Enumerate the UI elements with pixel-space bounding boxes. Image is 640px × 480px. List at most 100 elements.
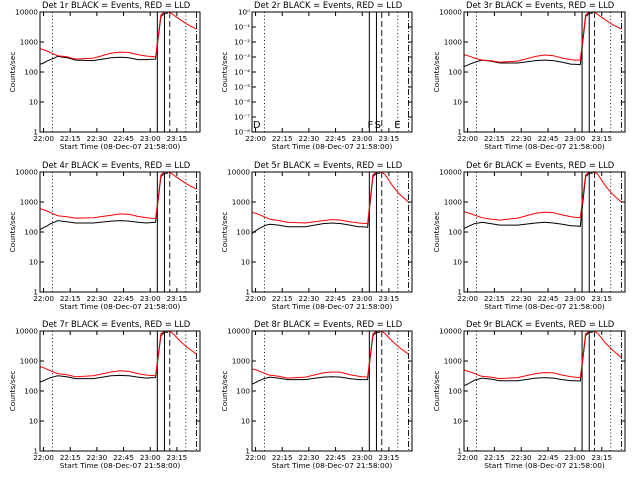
x-tick-label: 22:45 (325, 134, 346, 143)
x-axis-label: Start Time (08-Dec-07 21:58:00) (484, 302, 605, 311)
events-series-line (39, 172, 169, 231)
y-tick-label: 1000 (444, 38, 463, 47)
y-tick-label: 10⁻⁶ (234, 98, 250, 107)
y-tick-label: 100 (236, 387, 250, 396)
y-tick-label: 10000 (227, 168, 250, 177)
y-tick-label: 10⁻⁷ (234, 113, 250, 122)
y-tick-label: 1000 (232, 357, 251, 366)
chart-panel-7: Det 7r BLACK = Events, RED = LLD 1 10 100 10… (8, 319, 201, 470)
x-tick-label: 22:45 (538, 134, 559, 143)
x-tick-label: 22:15 (60, 294, 81, 303)
x-tick-label: 22:30 (299, 294, 320, 303)
x-tick-label: 22:00 (33, 294, 54, 303)
chart-panel-9: Det 9r BLACK = Events, RED = LLD 1 10 100 10… (432, 319, 626, 470)
y-tick-label: 10 (453, 98, 463, 107)
y-tick-label: 10 (29, 258, 39, 267)
x-axis-label: Start Time (08-Dec-07 21:58:00) (60, 302, 181, 311)
x-tick-label: 22:30 (511, 134, 532, 143)
y-tick-label: 1 (457, 128, 462, 137)
y-axis-label: Counts/sec (8, 52, 17, 93)
x-tick-label: 22:15 (272, 294, 293, 303)
plot-frame (251, 330, 413, 452)
x-axis-label: Start Time (08-Dec-07 21:58:00) (484, 461, 605, 470)
chart-title: Det 8r BLACK = Events, RED = LLD (254, 319, 402, 329)
y-tick-label: 10 (241, 417, 251, 426)
x-tick-label: 22:00 (33, 453, 54, 462)
y-axis-label: Counts/sec (432, 52, 441, 93)
x-tick-label: 22:15 (484, 134, 505, 143)
x-tick-label: 22:45 (538, 453, 559, 462)
marker-label-4: E (394, 120, 400, 131)
y-tick-label: 10⁻¹ (234, 23, 250, 32)
y-tick-label: 1 (245, 288, 250, 297)
marker-label-1: D (253, 120, 261, 131)
lld-series-line (39, 11, 197, 60)
y-tick-label: 10⁻³ (234, 53, 250, 62)
x-axis-label: Start Time (08-Dec-07 21:58:00) (272, 142, 393, 151)
y-tick-label: 10 (453, 258, 463, 267)
plot-frame (39, 171, 201, 293)
chart-panel-4: Det 4r BLACK = Events, RED = LLD 1 10 100 10… (8, 160, 201, 311)
y-tick-label: 10000 (15, 168, 38, 177)
y-tick-label: 100 (448, 68, 462, 77)
x-tick-label: 22:30 (87, 453, 108, 462)
y-tick-label: 10⁻⁵ (234, 83, 250, 92)
x-tick-label: 22:15 (272, 134, 293, 143)
x-tick-label: 23:00 (352, 453, 373, 462)
events-series-line (39, 12, 169, 65)
x-axis-label: Start Time (08-Dec-07 21:58:00) (60, 461, 181, 470)
lld-series-line (463, 330, 622, 380)
y-tick-label: 100 (24, 228, 38, 237)
y-tick-label: 1 (33, 128, 38, 137)
x-tick-label: 22:00 (245, 134, 266, 143)
lld-series-line (39, 330, 197, 378)
y-tick-label: 1 (245, 447, 250, 456)
lld-series-line (463, 11, 622, 63)
x-tick-label: 22:45 (113, 134, 134, 143)
lld-series-line (463, 171, 622, 221)
chart-panel-8: Det 8r BLACK = Events, RED = LLD 1 10 100 10… (220, 319, 413, 470)
y-tick-label: 10000 (15, 8, 38, 17)
x-tick-label: 22:00 (457, 453, 478, 462)
plot-frame (463, 330, 626, 452)
chart-title: Det 2r BLACK = Events, RED = LLD (254, 0, 402, 10)
x-tick-label: 23:15 (167, 134, 188, 143)
chart-title: Det 9r BLACK = Events, RED = LLD (466, 319, 614, 329)
events-series-line (39, 331, 169, 383)
x-tick-label: 22:15 (484, 294, 505, 303)
y-tick-label: 10000 (439, 168, 462, 177)
chart-panel-3: Det 3r BLACK = Events, RED = LLD 1 10 100 10… (432, 0, 626, 151)
x-tick-label: 22:00 (33, 134, 54, 143)
y-tick-label: 1000 (444, 357, 463, 366)
x-tick-label: 23:00 (352, 294, 373, 303)
plot-frame (251, 11, 413, 133)
y-tick-label: 10⁻⁴ (234, 68, 250, 77)
x-tick-label: 22:15 (484, 453, 505, 462)
y-tick-label: 10 (241, 258, 251, 267)
x-tick-label: 23:15 (379, 134, 400, 143)
x-tick-label: 23:00 (352, 134, 373, 143)
chart-title: Det 4r BLACK = Events, RED = LLD (42, 160, 190, 170)
x-tick-label: 23:15 (591, 134, 612, 143)
x-tick-label: 23:15 (591, 453, 612, 462)
y-tick-label: 10⁰ (238, 8, 250, 17)
x-axis-label: Start Time (08-Dec-07 21:58:00) (272, 461, 393, 470)
x-tick-label: 22:45 (113, 294, 134, 303)
x-tick-label: 23:00 (565, 294, 586, 303)
lld-series-line (39, 171, 197, 220)
y-axis-label: Counts/sec (432, 371, 441, 412)
x-tick-label: 22:30 (299, 453, 320, 462)
chart-title: Det 6r BLACK = Events, RED = LLD (466, 160, 614, 170)
x-tick-label: 22:15 (60, 453, 81, 462)
y-tick-label: 1 (457, 288, 462, 297)
x-tick-label: 23:00 (140, 294, 161, 303)
y-tick-label: 10⁻² (234, 38, 250, 47)
y-tick-label: 1000 (20, 357, 39, 366)
events-series-line (251, 172, 381, 234)
plot-frame (39, 330, 201, 452)
chart-title: Det 5r BLACK = Events, RED = LLD (254, 160, 402, 170)
x-axis-label: Start Time (08-Dec-07 21:58:00) (272, 302, 393, 311)
y-tick-label: 1 (33, 288, 38, 297)
y-tick-label: 100 (448, 228, 462, 237)
